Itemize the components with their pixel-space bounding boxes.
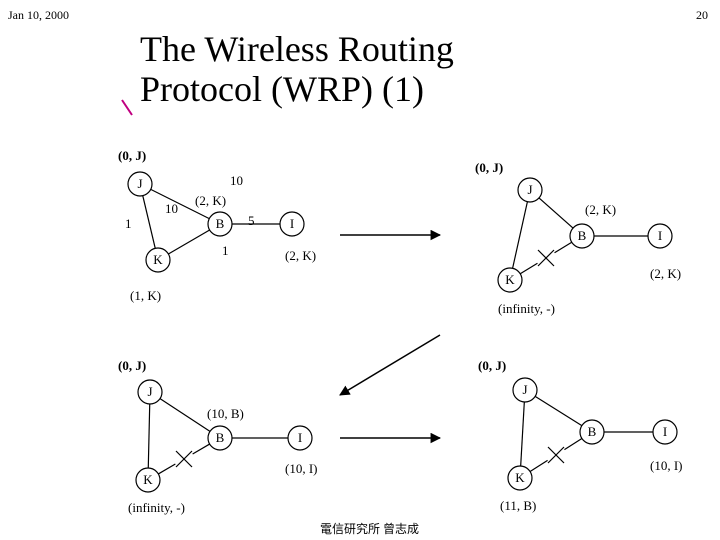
annotation: (1, K): [130, 288, 161, 303]
node-label-J: J: [522, 382, 527, 397]
node-label-I: I: [290, 216, 294, 231]
annotation: (2, K): [585, 202, 616, 217]
panel-corner-label: (0, J): [118, 148, 146, 163]
annotation: (2, K): [650, 266, 681, 281]
annotation: (infinity, -): [498, 301, 555, 316]
node-label-J: J: [137, 176, 142, 191]
annotation: (2, K): [195, 193, 226, 208]
node-label-I: I: [658, 228, 662, 243]
annotation: (10, I): [650, 458, 683, 473]
panel-bottom_right: J B K I (0, J) (10, I) (11, B): [478, 358, 683, 513]
accent-mark: [122, 100, 132, 115]
transition-arrow: [340, 335, 440, 395]
node-label-B: B: [578, 228, 587, 243]
node-label-B: B: [216, 216, 225, 231]
node-label-I: I: [298, 430, 302, 445]
panel-top_right: J B K I (0, J) (2, K) (2, K) (infinity, -): [475, 160, 681, 316]
node-label-K: K: [505, 272, 515, 287]
panel-corner-label: (0, J): [475, 160, 503, 175]
node-label-K: K: [153, 252, 163, 267]
node-label-J: J: [527, 182, 532, 197]
annotation: 10: [230, 173, 243, 188]
annotation: (10, B): [207, 406, 244, 421]
annotation: (11, B): [500, 498, 536, 513]
node-label-B: B: [588, 424, 597, 439]
annotation: 10: [165, 201, 178, 216]
panel-corner-label: (0, J): [118, 358, 146, 373]
node-label-B: B: [216, 430, 225, 445]
wrp-diagram: J B K I (0, J) 10 (2, K) 10 1 5 1 (2, K) (1, K) J B K I (…: [0, 0, 720, 540]
annotation: (infinity, -): [128, 500, 185, 515]
panel-corner-label: (0, J): [478, 358, 506, 373]
annotation: 1: [222, 243, 229, 258]
footer-text: 電信研究所 曾志成: [320, 520, 419, 537]
node-label-J: J: [147, 384, 152, 399]
panel-bottom_left: J B K I (0, J) (10, B) (10, I) (infinity, -): [118, 358, 318, 515]
node-label-I: I: [663, 424, 667, 439]
annotation: (2, K): [285, 248, 316, 263]
panel-top_left: J B K I (0, J) 10 (2, K) 10 1 5 1 (2, K) (1, K): [118, 148, 316, 303]
annotation: (10, I): [285, 461, 318, 476]
annotation: 5: [248, 213, 255, 228]
annotation: 1: [125, 216, 132, 231]
node-label-K: K: [143, 472, 153, 487]
node-label-K: K: [515, 470, 525, 485]
